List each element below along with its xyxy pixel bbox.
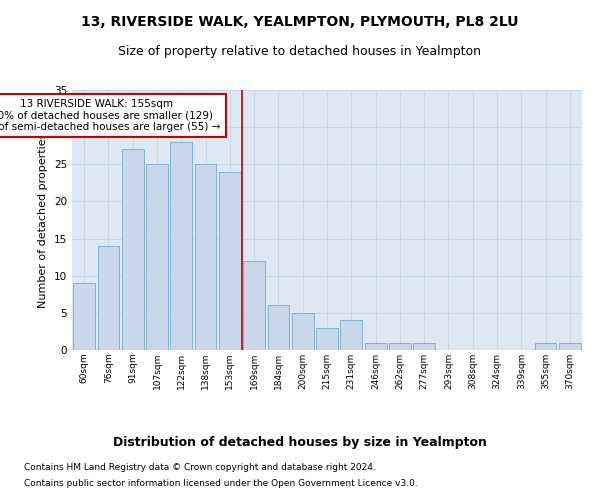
Bar [243, 261, 265, 350]
Bar [389, 342, 411, 350]
Bar [413, 342, 435, 350]
Y-axis label: Number of detached properties: Number of detached properties [38, 132, 49, 308]
Text: Contains HM Land Registry data © Crown copyright and database right 2024.: Contains HM Land Registry data © Crown c… [24, 464, 376, 472]
Text: Size of property relative to detached houses in Yealmpton: Size of property relative to detached ho… [119, 45, 482, 58]
Bar [170, 142, 192, 350]
Text: 13, RIVERSIDE WALK, YEALMPTON, PLYMOUTH, PL8 2LU: 13, RIVERSIDE WALK, YEALMPTON, PLYMOUTH,… [81, 15, 519, 29]
Bar [340, 320, 362, 350]
Bar [365, 342, 386, 350]
Bar [73, 283, 95, 350]
Bar [268, 306, 289, 350]
Bar [292, 313, 314, 350]
Bar [97, 246, 119, 350]
Bar [559, 342, 581, 350]
Text: 13 RIVERSIDE WALK: 155sqm
← 70% of detached houses are smaller (129)
30% of semi: 13 RIVERSIDE WALK: 155sqm ← 70% of detac… [0, 99, 220, 132]
Bar [535, 342, 556, 350]
Text: Distribution of detached houses by size in Yealmpton: Distribution of detached houses by size … [113, 436, 487, 449]
Bar [146, 164, 168, 350]
Bar [219, 172, 241, 350]
Bar [194, 164, 217, 350]
Text: Contains public sector information licensed under the Open Government Licence v3: Contains public sector information licen… [24, 478, 418, 488]
Bar [316, 328, 338, 350]
Bar [122, 150, 143, 350]
